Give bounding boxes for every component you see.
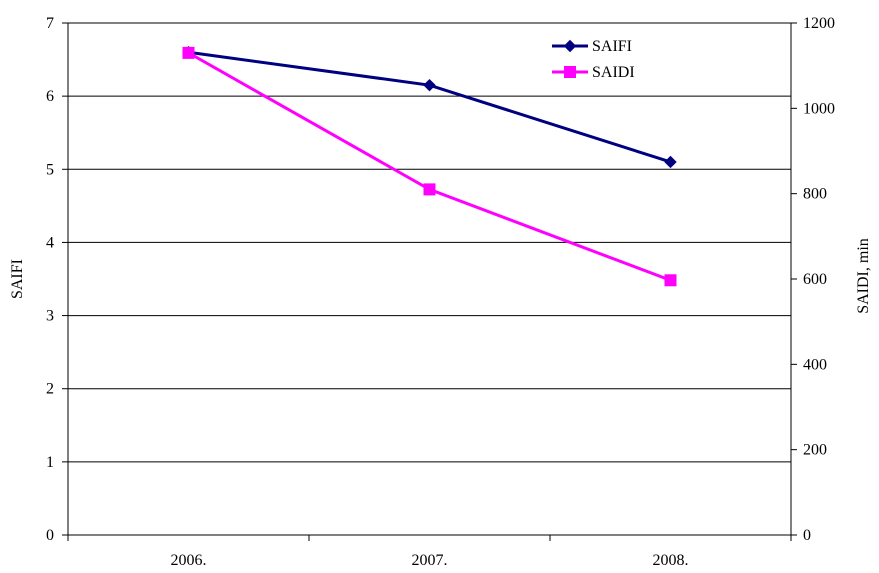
legend-label-saifi: SAIFI xyxy=(592,38,632,55)
right-tick-label: 600 xyxy=(803,271,827,288)
right-tick-label: 1000 xyxy=(803,100,835,117)
right-tick-label: 1200 xyxy=(803,15,835,32)
legend-item-saifi: SAIFI xyxy=(552,38,632,55)
series xyxy=(182,46,677,287)
left-tick-label: 6 xyxy=(46,88,54,105)
left-tick-label: 0 xyxy=(46,527,54,544)
left-tick-label: 2 xyxy=(46,381,54,398)
right-tick-label: 200 xyxy=(803,442,827,459)
left-tick-label: 4 xyxy=(46,234,54,251)
legend-item-saidi: SAIDI xyxy=(552,64,635,81)
right-tick-label: 400 xyxy=(803,356,827,373)
right-axis-ticks: 0 200 400 600 800 1000 1200 xyxy=(791,15,835,544)
legend-swatch-marker xyxy=(564,66,576,78)
series-saidi xyxy=(182,46,677,287)
data-point-saifi xyxy=(664,155,677,169)
x-tick-label: 2008. xyxy=(653,552,689,569)
axes xyxy=(67,23,792,536)
data-point-saidi xyxy=(182,46,195,59)
gridlines xyxy=(68,22,791,463)
y-axis-left-label: SAIFI xyxy=(9,259,26,299)
left-tick-label: 5 xyxy=(46,161,54,178)
y-axis-right-label: SAIDI, min xyxy=(855,238,872,314)
right-tick-label: 800 xyxy=(803,186,827,203)
data-point-saifi xyxy=(423,78,436,92)
legend-label-saidi: SAIDI xyxy=(592,64,635,81)
x-axis-ticks: 2006. 2007. 2008. xyxy=(67,535,792,569)
data-point-saidi xyxy=(664,274,677,287)
legend: SAIFI SAIDI xyxy=(552,38,635,81)
left-axis-ticks: 0 1 2 3 4 5 6 7 xyxy=(46,15,68,544)
data-point-saidi xyxy=(423,183,436,196)
left-tick-label: 1 xyxy=(46,454,54,471)
legend-swatch-marker xyxy=(563,39,577,53)
x-tick-label: 2007. xyxy=(412,552,448,569)
left-tick-label: 3 xyxy=(46,308,54,325)
left-tick-label: 7 xyxy=(46,15,54,32)
right-tick-label: 0 xyxy=(803,527,811,544)
x-tick-label: 2006. xyxy=(171,552,207,569)
